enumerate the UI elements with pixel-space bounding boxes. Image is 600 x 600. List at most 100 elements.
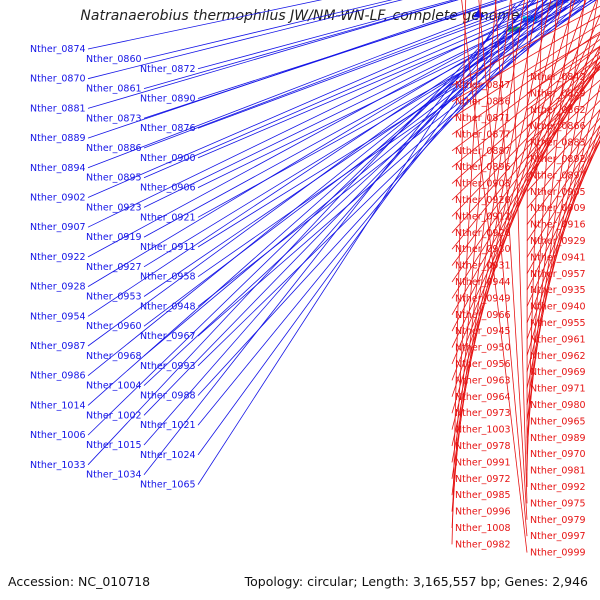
gene-label-left: Nther_0872 — [140, 64, 196, 75]
gene-connector-left — [143, 0, 582, 268]
gene-connector-left — [87, 0, 403, 80]
gene-label-right: Nther_0931 — [455, 261, 511, 272]
gene-label-right: Nther_0956 — [455, 359, 511, 370]
gene-connector-left — [143, 0, 569, 357]
gene-connector-right — [451, 65, 600, 283]
gene-label-left: Nther_1014 — [30, 400, 86, 411]
gene-label-left: Nther_0907 — [30, 222, 86, 233]
gene-label-left: Nther_0953 — [86, 292, 142, 303]
gene-label-right: Nther_0997 — [530, 531, 586, 542]
gene-connector-left — [87, 0, 548, 406]
gene-connector-left — [87, 0, 567, 287]
gene-connector-right — [526, 0, 558, 455]
gene-label-right: Nther_0972 — [455, 474, 511, 485]
genome-summary-text: Topology: circular; Length: 3,165,557 bp… — [244, 574, 588, 589]
gene-label-left: Nther_0968 — [86, 351, 142, 362]
gene-connector-right — [451, 64, 600, 234]
gene-label-right: Nther_0973 — [455, 408, 511, 419]
gene-label-right: Nther_0909 — [530, 203, 586, 214]
gene-connector-left — [87, 0, 459, 109]
gene-connector-right — [451, 57, 600, 201]
gene-label-left: Nther_1004 — [86, 381, 142, 392]
gene-label-left: Nther_0986 — [30, 371, 86, 382]
gene-label-right: Nther_0877 — [455, 129, 511, 140]
gene-label-right: Nther_1003 — [455, 425, 511, 436]
gene-connector-right — [451, 0, 467, 545]
gene-connector-right — [526, 136, 600, 258]
gene-label-right: Nther_0991 — [455, 457, 511, 468]
gene-connector-left — [197, 0, 592, 307]
gene-connector-left — [143, 0, 393, 60]
gene-connector-left — [87, 0, 556, 377]
gene-label-left: Nther_0923 — [86, 202, 142, 213]
gene-connector-right — [451, 0, 525, 479]
gene-label-right: Nther_0859 — [530, 88, 586, 99]
gene-connector-right — [526, 99, 600, 176]
gene-label-right: Nther_0981 — [530, 466, 586, 477]
gene-label-left: Nther_0927 — [86, 262, 142, 273]
gene-label-left: Nther_1002 — [86, 410, 142, 421]
gene-label-right: Nther_0971 — [530, 384, 586, 395]
gene-connector-right — [451, 31, 600, 135]
gene-label-left: Nther_1006 — [30, 430, 86, 441]
gene-label-right: Nther_0964 — [455, 392, 511, 403]
gene-label-left: Nther_1034 — [86, 470, 142, 481]
gene-label-right: Nther_0941 — [530, 252, 586, 263]
gene-label-right: Nther_0912 — [455, 211, 511, 222]
gene-connector-right — [451, 0, 482, 529]
gene-label-right: Nther_0992 — [530, 482, 586, 493]
gene-label-left: Nther_0895 — [86, 173, 142, 184]
gene-label-left: Nther_1021 — [140, 420, 196, 431]
gene-label-left: Nther_1065 — [140, 480, 196, 491]
gene-connector-right — [451, 61, 600, 299]
gene-connector-right — [451, 23, 600, 119]
gene-connector-right — [451, 55, 600, 315]
gene-label-left: Nther_0988 — [140, 391, 196, 402]
gene-connector-right — [451, 45, 600, 332]
gene-connector-right — [451, 14, 600, 365]
gene-label-right: Nther_0916 — [530, 220, 586, 231]
gene-label-right: Nther_0957 — [530, 269, 586, 280]
gene-label-right: Nther_0883 — [530, 138, 586, 149]
gene-label-left: Nther_0958 — [140, 272, 196, 283]
gene-connector-left — [197, 0, 574, 367]
gene-label-left: Nther_0861 — [86, 84, 142, 95]
accession-text: Accession: NC_010718 — [8, 574, 151, 589]
gene-label-right: Nther_0962 — [530, 351, 586, 362]
gene-label-right: Nther_0966 — [455, 310, 511, 321]
gene-label-right: Nther_0985 — [455, 490, 511, 501]
gene-label-right: Nther_0955 — [530, 318, 586, 329]
gene-connector-left — [87, 0, 557, 228]
gene-label-right: Nther_0920 — [455, 195, 511, 206]
gene-label-left: Nther_0890 — [140, 94, 196, 105]
gene-connector-left — [197, 10, 505, 485]
gene-connector-left — [197, 0, 596, 278]
gene-connector-right — [526, 68, 600, 127]
gene-connector-left — [87, 0, 498, 139]
gene-label-left: Nther_0987 — [30, 341, 86, 352]
gene-connector-right — [526, 139, 600, 274]
gene-label-left: Nther_1015 — [86, 440, 142, 451]
gene-label-right: Nther_0965 — [530, 416, 586, 427]
gene-connector-left — [143, 0, 535, 446]
gene-connector-left — [143, 0, 536, 149]
gene-connector-left — [143, 0, 548, 416]
gene-label-left: Nther_0928 — [30, 282, 86, 293]
gene-label-right: Nther_0996 — [455, 507, 511, 518]
gene-connector-left — [87, 0, 562, 347]
gene-label-right: Nther_0847 — [455, 80, 511, 91]
gene-connector-left — [143, 3, 516, 475]
gene-connector-right — [461, 0, 528, 553]
gene-connector-left — [143, 0, 557, 179]
gene-label-left: Nther_0874 — [30, 44, 86, 55]
gene-connector-right — [526, 117, 600, 209]
gene-label-left: Nther_0881 — [30, 103, 86, 114]
gene-connector-right — [526, 0, 572, 438]
gene-connector-left — [87, 0, 525, 466]
feature-band — [554, 0, 569, 4]
gene-label-left: Nther_0894 — [30, 163, 86, 174]
gene-connector-right — [451, 0, 497, 512]
gene-label-right: Nther_0896 — [455, 162, 511, 173]
gene-label-right: Nther_0975 — [530, 498, 586, 509]
